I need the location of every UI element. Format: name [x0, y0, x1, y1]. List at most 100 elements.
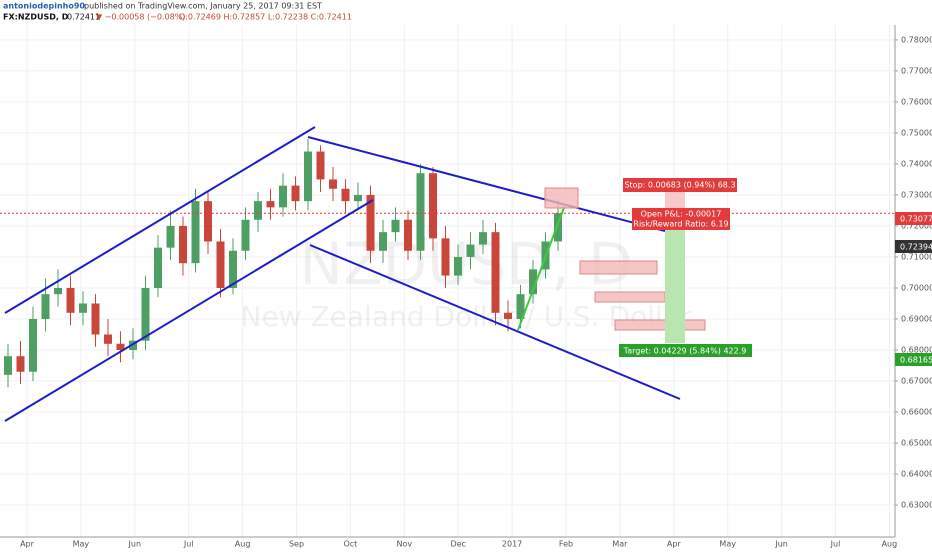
- candle-body: [329, 179, 337, 189]
- zones: [544, 187, 706, 331]
- candle-body: [229, 250, 237, 288]
- price-label-box: [895, 212, 932, 225]
- candle-body: [129, 340, 137, 351]
- x-tick-label: Sep: [289, 540, 304, 549]
- y-tick-label: 0.68000: [901, 346, 932, 355]
- x-tick-label: Jun: [774, 540, 788, 549]
- trendline: [309, 244, 681, 400]
- candle-body: [191, 201, 200, 264]
- candle-body: [316, 151, 325, 180]
- y-tick-label: 0.70000: [901, 283, 932, 292]
- target-zone: [665, 213, 685, 343]
- y-tick-label: 0.71000: [901, 252, 932, 261]
- y-tick-label: 0.77000: [901, 66, 932, 75]
- candle-body: [441, 238, 450, 276]
- candle-body: [391, 219, 400, 233]
- candle-body: [416, 173, 425, 251]
- y-tick-label: 0.75000: [901, 128, 932, 137]
- candle-body: [141, 287, 150, 341]
- price-label-box: [895, 240, 932, 253]
- y-tick-label: 0.73000: [901, 190, 932, 199]
- candle-body: [4, 356, 12, 375]
- candle-body: [491, 232, 500, 313]
- trendline: [4, 126, 316, 314]
- zone: [544, 187, 579, 209]
- y-tick-label: 0.65000: [901, 439, 932, 448]
- x-tick-label: May: [73, 540, 90, 549]
- price-label: 0.73077: [900, 215, 932, 224]
- x-tick-label: Dec: [450, 540, 465, 549]
- candle-body: [404, 219, 412, 251]
- zone: [579, 260, 658, 275]
- y-tick-label: 0.69000: [901, 314, 932, 323]
- candle-body: [66, 287, 75, 313]
- candle-body: [254, 201, 262, 220]
- price-label-box: [895, 353, 932, 366]
- last-price: 0.72411: [67, 13, 100, 22]
- x-tick-label: Oct: [343, 540, 357, 549]
- candle-body: [554, 213, 562, 242]
- x-tick-label: Jul: [183, 540, 194, 549]
- y-tick-label: 0.76000: [901, 97, 932, 106]
- pnl-box: [632, 208, 730, 230]
- x-tick-label: Apr: [20, 540, 35, 549]
- x-tick-label: Nov: [396, 540, 412, 549]
- target-box: [619, 344, 752, 357]
- published: published on TradingView.com, January 25…: [84, 2, 322, 11]
- price-label: 0.68165: [900, 356, 932, 365]
- candle-body: [504, 312, 512, 319]
- stop-label: Stop: 0.00683 (0.94%) 68.3: [624, 181, 735, 190]
- candle-body: [116, 343, 125, 351]
- price-label: 0.72394: [900, 243, 932, 252]
- candle-body: [354, 194, 362, 202]
- candle-body: [241, 219, 250, 251]
- rr-label: Risk/Reward Ratio: 6.19: [633, 220, 728, 229]
- candle-body: [304, 151, 312, 202]
- candle-body: [216, 241, 225, 288]
- candle-body: [91, 303, 100, 335]
- stop-zone: [665, 190, 685, 213]
- x-tick-label: Feb: [559, 540, 573, 549]
- trendline: [517, 204, 566, 331]
- x-tick-label: Mar: [612, 540, 628, 549]
- candle-body: [529, 269, 537, 295]
- candle-body: [266, 201, 275, 208]
- candle-body: [279, 185, 287, 208]
- candle-body: [166, 225, 175, 248]
- y-tick-label: 0.72000: [901, 221, 932, 230]
- candle-body: [429, 173, 437, 239]
- x-tick-label: Aug: [235, 540, 251, 549]
- x-tick-label: Jun: [128, 540, 142, 549]
- candle-body: [29, 318, 37, 372]
- zone: [614, 319, 706, 331]
- x-tick-label: Jul: [830, 540, 841, 549]
- stop-box: [623, 178, 737, 192]
- y-tick-label: 0.63000: [901, 501, 932, 510]
- y-tick-label: 0.67000: [901, 377, 932, 386]
- y-tick-label: 0.66000: [901, 408, 932, 417]
- x-tick-label: Apr: [667, 540, 682, 549]
- trendline: [4, 199, 374, 422]
- x-tick-label: 2017: [502, 540, 522, 549]
- pnl-label: Open P&L: -0.00017: [641, 210, 722, 219]
- candle-body: [16, 356, 25, 372]
- trendlines: [4, 126, 681, 422]
- target-label: Target: 0.04229 (5.84%) 422.9: [623, 347, 747, 356]
- author[interactable]: antoniodepinho90: [3, 2, 85, 11]
- trendline: [307, 136, 666, 232]
- symbol: FX:NZDUSD, D: [3, 13, 69, 22]
- ohlc: O:0.72469 H:0.72857 L:0.72238 C:0.72411: [179, 13, 352, 22]
- candle-body: [104, 334, 112, 344]
- y-tick-label: 0.74000: [901, 159, 932, 168]
- candle-body: [366, 194, 375, 251]
- y-tick-label: 0.64000: [901, 470, 932, 479]
- candle-body: [179, 225, 187, 264]
- x-tick-label: Aug: [882, 540, 898, 549]
- change: ▼ −0.00058 (−0.08%): [96, 13, 185, 22]
- candle-body: [204, 201, 212, 242]
- time-axis: Apr May Jun Jul Aug Sep Oct Nov Dec 2017 Feb Mar Apr…: [20, 540, 897, 549]
- y-tick-label: 0.78000: [901, 35, 932, 44]
- candle-body: [54, 287, 62, 295]
